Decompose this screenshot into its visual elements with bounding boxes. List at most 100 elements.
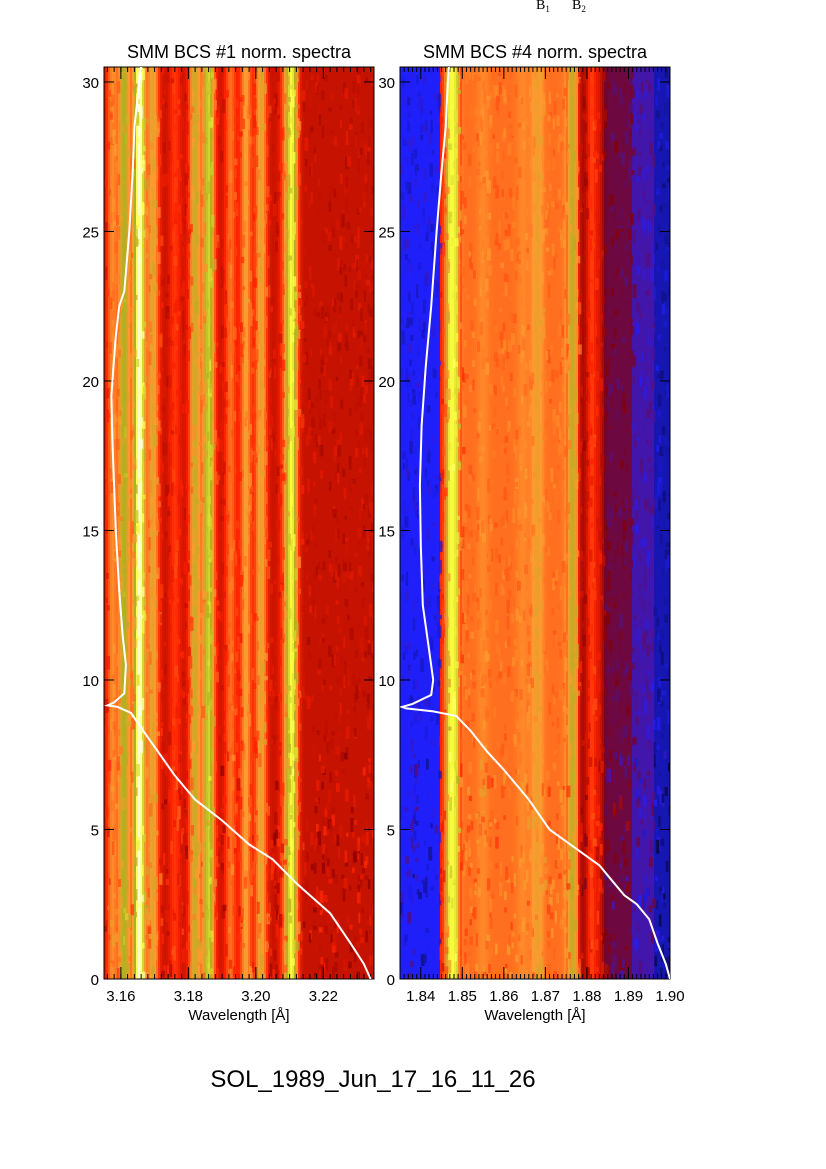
spectrum-column	[194, 67, 197, 979]
spectrum-column	[312, 67, 315, 979]
spectrum-column	[328, 67, 331, 979]
spectrum-noise	[400, 67, 670, 979]
spectrum-column	[526, 67, 529, 979]
spectrum-column	[216, 67, 219, 979]
spectrum-column	[410, 67, 413, 979]
spectrum-column	[428, 67, 431, 979]
spectrum-column	[660, 67, 663, 979]
spectrum-column	[492, 67, 495, 979]
spectrum-column	[126, 67, 129, 979]
spectrum-column	[360, 67, 363, 979]
spectrum-column	[188, 67, 191, 979]
spectrum-column	[316, 67, 319, 979]
spectrum-column	[358, 67, 361, 979]
spectrum-column	[532, 67, 535, 979]
spectrum-column	[320, 67, 323, 979]
spectrum-column	[284, 67, 287, 979]
spectrum-column	[612, 67, 615, 979]
spectrum-column	[170, 67, 173, 979]
spectrum-column	[518, 67, 521, 979]
spectrum-column	[582, 67, 585, 979]
spectrum-column	[354, 67, 357, 979]
spectrum-column	[664, 67, 667, 979]
spectrum-column	[418, 67, 421, 979]
spectrum-column	[484, 67, 487, 979]
spectrum-column	[414, 67, 417, 979]
spectrum-column	[256, 67, 259, 979]
spectrum-column	[118, 67, 121, 979]
top-label-b1-subscript: 1	[545, 4, 550, 14]
spectrum-column	[306, 67, 309, 979]
spectrum-column	[168, 67, 171, 979]
spectrum-column	[326, 67, 329, 979]
spectrum-column	[644, 67, 647, 979]
y-tick-label: 30	[378, 75, 395, 92]
spectrum-column	[550, 67, 553, 979]
spectrum-column	[628, 67, 631, 979]
spectrum-column	[448, 67, 451, 979]
y-tick-label: 15	[378, 523, 395, 540]
spectrum-column	[338, 67, 341, 979]
spectrum-column	[202, 67, 205, 979]
spectrum-column	[616, 67, 619, 979]
spectrum-column	[464, 67, 467, 979]
spectrum-column	[234, 67, 237, 979]
spectrum-column	[164, 67, 167, 979]
spectrum-column	[350, 67, 353, 979]
spectrum-column	[662, 67, 665, 979]
spectrum-column	[124, 67, 127, 979]
spectrum-column	[442, 67, 445, 979]
y-tick-label: 5	[387, 822, 395, 839]
spectrum-column	[368, 67, 371, 979]
spectrum-column	[218, 67, 221, 979]
spectrum-column	[412, 67, 415, 979]
spectrum-column	[282, 67, 285, 979]
panel-title: SMM BCS #4 norm. spectra	[423, 42, 648, 62]
spectrum-column	[336, 67, 339, 979]
y-tick-label: 20	[378, 374, 395, 391]
spectrum-column	[270, 67, 273, 979]
spectrum-column	[546, 67, 549, 979]
spectrum-column	[352, 67, 355, 979]
spectrum-column	[108, 67, 111, 979]
spectrum-column	[146, 67, 149, 979]
spectrum-column	[340, 67, 343, 979]
spectrum-column	[272, 67, 275, 979]
spectrum-column	[600, 67, 603, 979]
spectrum-column	[356, 67, 359, 979]
x-tick-label: 1.90	[655, 988, 684, 1005]
spectrum-column	[608, 67, 611, 979]
spectrum-column	[184, 67, 187, 979]
y-tick-label: 25	[378, 224, 395, 241]
spectrum-column	[468, 67, 471, 979]
spectrum-column	[638, 67, 641, 979]
x-tick-label: 1.85	[448, 988, 477, 1005]
spectrum-column	[240, 67, 243, 979]
spectrum-column	[280, 67, 283, 979]
top-legend: B1 B2	[536, 0, 586, 14]
spectrum-column	[262, 67, 265, 979]
x-tick-label: 1.84	[406, 988, 435, 1005]
spectrum-column	[564, 67, 567, 979]
spectrum-column	[152, 67, 155, 979]
spectrum-column	[130, 67, 133, 979]
spectrum-column	[562, 67, 565, 979]
spectrum-column	[260, 67, 263, 979]
spectrum-column	[508, 67, 511, 979]
spectrum-column	[450, 67, 453, 979]
spectrum-column	[474, 67, 477, 979]
spectrum-column	[140, 67, 143, 979]
spectrum-column	[578, 67, 581, 979]
spectrum-column	[574, 67, 577, 979]
spectrum-column	[520, 67, 523, 979]
spectrum-column	[592, 67, 595, 979]
spectrum-column	[522, 67, 525, 979]
spectrum-heatmap	[400, 67, 670, 979]
spectrum-column	[542, 67, 545, 979]
spectrum-column	[426, 67, 429, 979]
spectrum-heatmap	[104, 67, 374, 979]
spectrum-column	[456, 67, 459, 979]
spectrum-column	[510, 67, 513, 979]
y-tick-label: 10	[378, 673, 395, 690]
